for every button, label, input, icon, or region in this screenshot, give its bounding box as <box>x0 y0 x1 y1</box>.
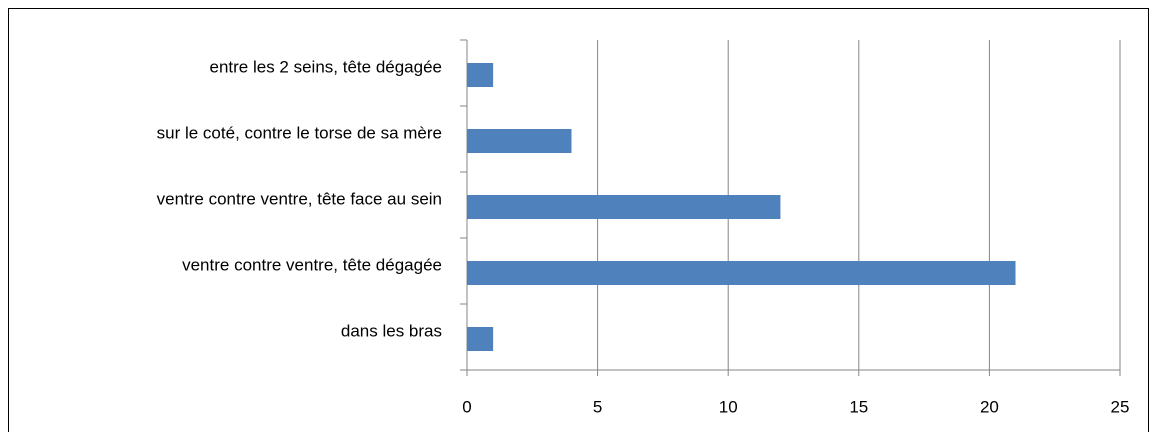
x-tick-label: 20 <box>980 397 999 416</box>
x-tick-label: 10 <box>719 397 738 416</box>
y-tick-label: sur le coté, contre le torse de sa mère <box>157 123 442 142</box>
chart-border <box>8 8 1149 432</box>
x-tick-label: 25 <box>1111 397 1130 416</box>
x-tick-label: 0 <box>462 397 471 416</box>
bar <box>467 327 494 351</box>
x-tick-label: 15 <box>849 397 868 416</box>
bar <box>467 63 494 87</box>
bar <box>467 261 1016 285</box>
bar <box>467 195 781 219</box>
y-tick-label: entre les 2 seins, tête dégagée <box>210 57 443 76</box>
y-tick-label: ventre contre ventre, tête dégagée <box>182 255 442 274</box>
y-tick-label: ventre contre ventre, tête face au sein <box>157 189 442 208</box>
bar <box>467 129 572 153</box>
x-tick-label: 5 <box>593 397 602 416</box>
y-tick-label: dans les bras <box>341 321 442 340</box>
